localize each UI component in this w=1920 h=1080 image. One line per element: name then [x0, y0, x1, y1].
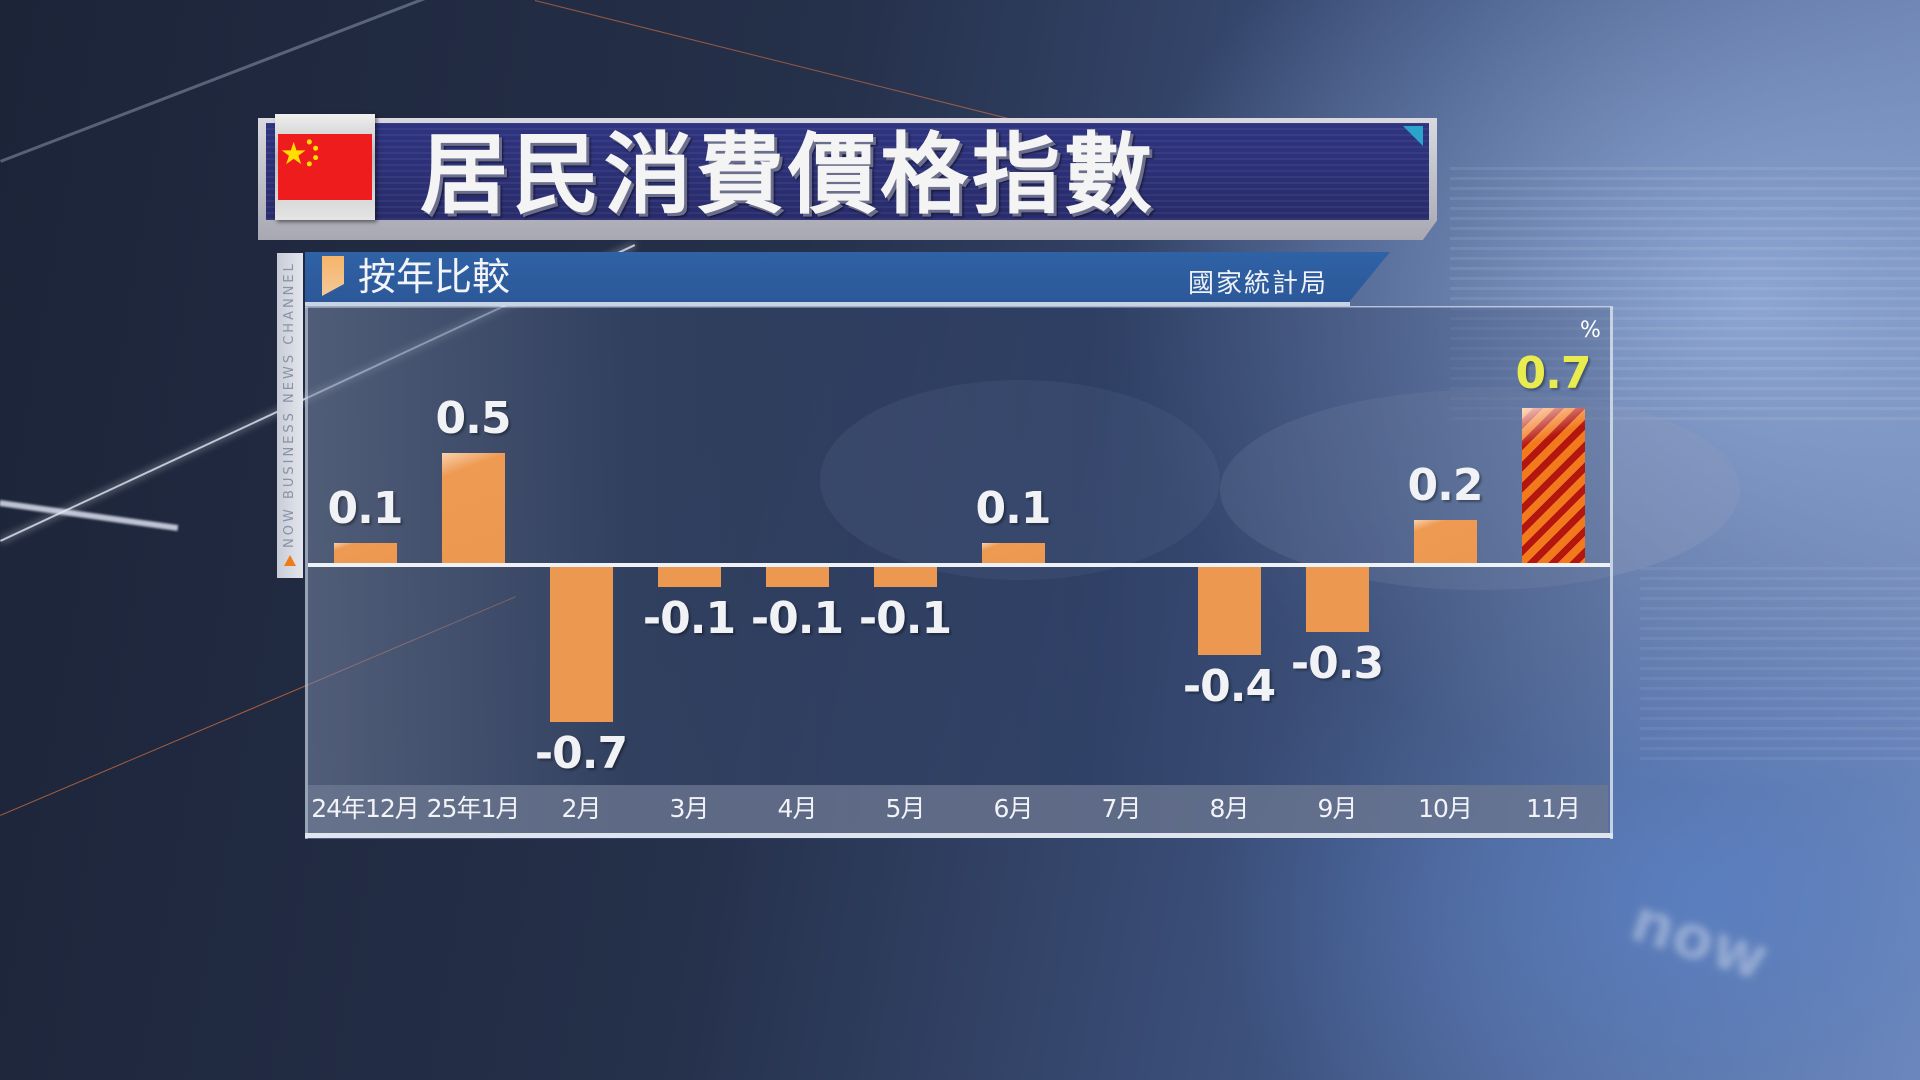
x-axis-label: 11月	[1526, 794, 1581, 823]
x-axis-label: 9月	[1317, 794, 1358, 823]
background-orange-streak	[534, 0, 1021, 122]
bar	[1413, 520, 1477, 565]
china-flag-icon	[278, 134, 372, 200]
x-axis-label: 24年12月	[311, 794, 420, 823]
x-axis-label: 6月	[993, 794, 1034, 823]
bar-value-label: -0.1	[642, 593, 736, 644]
x-axis-label: 5月	[885, 794, 926, 823]
page-title: 居民消費價格指數	[420, 123, 1157, 226]
channel-watermark: now	[1622, 885, 1777, 995]
bar	[441, 453, 505, 565]
x-axis-label: 25年1月	[426, 794, 521, 823]
zero-baseline	[308, 563, 1610, 567]
bar-value-label: -0.1	[858, 593, 952, 644]
x-axis-label: 3月	[669, 794, 710, 823]
title-banner-inner	[266, 123, 1429, 220]
bar-value-label: 0.7	[1515, 348, 1592, 399]
bar	[981, 543, 1045, 565]
flag-frame	[275, 114, 375, 220]
triangle-up-icon	[284, 555, 296, 566]
x-axis-label: 4月	[777, 794, 818, 823]
corner-triangle-icon	[1403, 126, 1423, 146]
bar-value-label: 0.5	[435, 393, 512, 444]
x-axis-label: 2月	[561, 794, 602, 823]
bar	[873, 565, 937, 587]
bar	[549, 565, 613, 722]
subtitle-bar	[305, 252, 1390, 305]
bar-value-label: -0.3	[1290, 638, 1384, 689]
bar-value-label: -0.7	[534, 728, 628, 779]
bar-value-label: -0.1	[750, 593, 844, 644]
bar	[765, 565, 829, 587]
data-source: 國家統計局	[1188, 269, 1329, 299]
bar	[333, 543, 397, 565]
background-stripes	[1640, 560, 1920, 760]
bar	[1521, 408, 1585, 565]
title-banner	[258, 118, 1437, 240]
bar-value-label: 0.1	[975, 483, 1052, 534]
unit-label: %	[1580, 318, 1601, 343]
chart-bottom-border	[305, 833, 1613, 838]
chart-subtitle: 按年比較	[358, 255, 511, 299]
bar	[1305, 565, 1369, 632]
channel-strip: NOW BUSINESS NEWS CHANNEL	[277, 253, 303, 578]
x-axis-label: 10月	[1418, 794, 1473, 823]
subtitle-divider	[305, 302, 1350, 306]
chart-panel	[305, 307, 1613, 839]
x-axis-label: 8月	[1209, 794, 1250, 823]
x-axis-label: 7月	[1101, 794, 1142, 823]
bar-value-label: 0.1	[327, 483, 404, 534]
bar-value-label: 0.2	[1407, 460, 1484, 511]
bar	[657, 565, 721, 587]
bar	[1197, 565, 1261, 655]
subtitle-marker-icon	[322, 256, 344, 296]
x-axis-band	[308, 785, 1608, 833]
bar-value-label: -0.4	[1182, 661, 1276, 712]
